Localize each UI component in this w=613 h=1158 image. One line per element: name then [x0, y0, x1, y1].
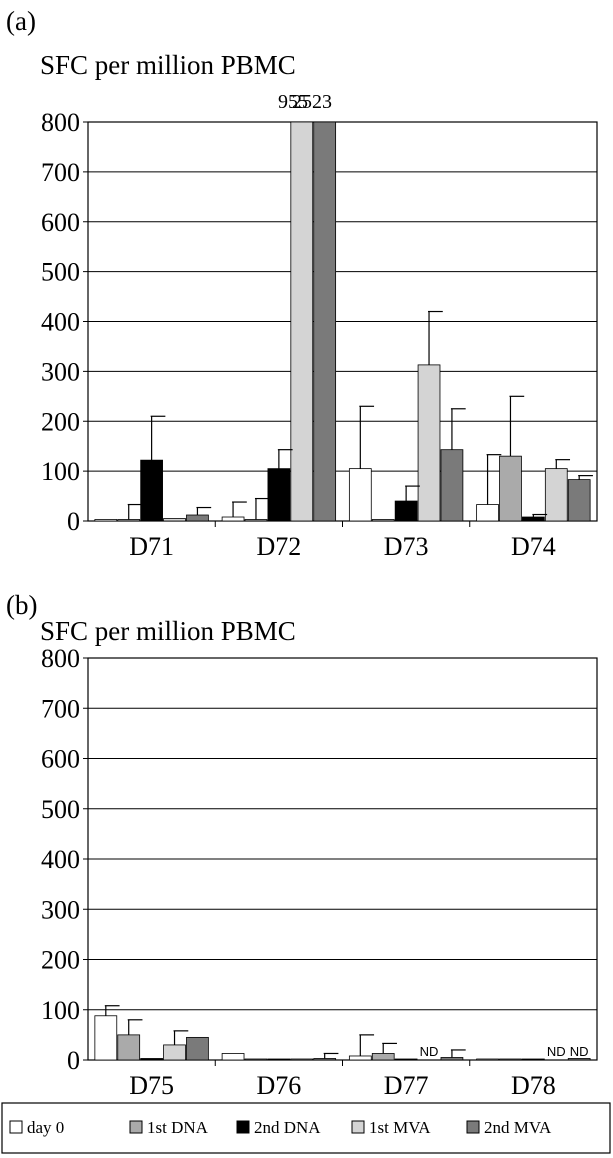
bar — [348, 1055, 372, 1061]
panel-b: (b) SFC per million PBMC 0 100 200 300 400 50… — [6, 590, 598, 1100]
category-label: D78 — [511, 1071, 556, 1100]
nd-marker: ND — [570, 1044, 589, 1059]
y-tick-label: 800 — [41, 644, 80, 673]
y-axis-label-b: SFC per million PBMC — [40, 616, 296, 646]
y-tick-label: 300 — [41, 895, 80, 924]
category-label: D77 — [384, 1071, 429, 1100]
category-label: D72 — [256, 532, 301, 561]
bar — [417, 364, 441, 522]
bar — [313, 121, 337, 522]
legend-swatch — [9, 1120, 23, 1134]
bar — [140, 1058, 163, 1061]
bars — [94, 121, 591, 522]
bar — [244, 519, 268, 522]
bar — [544, 468, 568, 522]
bar — [567, 479, 591, 522]
y-tick-label: 400 — [41, 845, 80, 874]
bar — [290, 1058, 314, 1061]
y-tick-label: 600 — [41, 208, 80, 237]
y-ticks-a: 0 100 200 300 400 500 600 700 800 — [41, 108, 88, 536]
bar — [267, 468, 291, 522]
legend-swatch — [351, 1120, 365, 1134]
y-tick-label: 0 — [67, 1046, 80, 1075]
legend-entry-label: 1st DNA — [147, 1118, 209, 1137]
bar — [140, 459, 163, 522]
legend-swatch — [129, 1120, 143, 1134]
y-tick-label: 500 — [41, 258, 80, 287]
categories-b: D75 D76 D77 D78 — [129, 1071, 556, 1100]
error-bars — [127, 310, 593, 520]
bars — [94, 1015, 591, 1061]
panel-label-a: (a) — [6, 6, 36, 36]
bar — [163, 1044, 186, 1061]
bar — [371, 519, 395, 522]
bar — [244, 1058, 268, 1061]
y-tick-label: 500 — [41, 795, 80, 824]
bar — [440, 449, 464, 522]
legend-swatch — [466, 1120, 480, 1134]
bar — [476, 1058, 499, 1061]
bar — [394, 1058, 418, 1061]
y-tick-label: 800 — [41, 108, 80, 137]
nd-marker: ND — [547, 1044, 566, 1059]
y-tick-label: 200 — [41, 407, 80, 436]
bar — [476, 504, 499, 522]
plot-area-a — [87, 121, 598, 527]
bar — [290, 121, 314, 522]
nd-marker: ND — [420, 1044, 439, 1059]
bar — [567, 1058, 591, 1061]
category-label: D75 — [129, 1071, 174, 1100]
bar — [267, 1058, 291, 1061]
y-ticks-b: 0 100 200 300 400 500 600 700 800 — [41, 644, 88, 1075]
off-scale-label-2: 2523 — [292, 91, 332, 113]
bar — [117, 519, 141, 522]
bar — [440, 1057, 464, 1061]
bar — [394, 500, 418, 522]
panel-a: (a) SFC per million PBMC 0 100 200 300 400 50… — [6, 6, 598, 561]
y-tick-label: 700 — [41, 694, 80, 723]
legend-entry-label: 2nd DNA — [254, 1118, 321, 1137]
category-label: D73 — [384, 532, 429, 561]
bar — [186, 514, 209, 522]
y-tick-label: 700 — [41, 158, 80, 187]
bar — [117, 1034, 141, 1061]
y-tick-label: 400 — [41, 308, 80, 337]
bar — [186, 1036, 209, 1061]
category-label: D74 — [511, 532, 556, 561]
bar — [221, 1053, 245, 1061]
legend-frame — [1, 1102, 611, 1154]
bar — [163, 518, 186, 522]
bar — [313, 1058, 337, 1061]
legend-swatch — [236, 1120, 250, 1134]
bar — [499, 1058, 522, 1061]
categories-a: D71 D72 D73 D74 — [129, 532, 556, 561]
legend-entry-label: day 0 — [27, 1118, 64, 1137]
bar — [94, 1015, 118, 1061]
category-label: D71 — [129, 532, 174, 561]
y-tick-label: 0 — [67, 507, 80, 536]
bar — [522, 516, 545, 522]
off-scale-label-1: 955 — [278, 91, 308, 113]
bar — [371, 1053, 395, 1061]
y-axis-label-a: SFC per million PBMC — [40, 50, 296, 80]
y-tick-label: 200 — [41, 946, 80, 975]
bar — [522, 1058, 545, 1061]
plot-area-b: ND ND ND — [87, 657, 598, 1066]
bar — [348, 468, 372, 522]
legend-items: day 0 1st DNA 2nd DNA 1st MVA 2nd MVA — [9, 1118, 552, 1137]
legend: day 0 1st DNA 2nd DNA 1st MVA 2nd MVA — [1, 1102, 611, 1154]
y-tick-label: 300 — [41, 357, 80, 386]
y-tick-label: 100 — [41, 996, 80, 1025]
y-tick-label: 100 — [41, 457, 80, 486]
bar — [221, 516, 245, 522]
category-label: D76 — [256, 1071, 301, 1100]
legend-entry-label: 2nd MVA — [484, 1118, 552, 1137]
error-bars — [104, 1005, 466, 1059]
bar — [499, 455, 522, 522]
legend-entry-label: 1st MVA — [369, 1118, 431, 1137]
panel-label-b: (b) — [6, 590, 37, 620]
y-tick-label: 600 — [41, 745, 80, 774]
bar — [94, 519, 118, 522]
